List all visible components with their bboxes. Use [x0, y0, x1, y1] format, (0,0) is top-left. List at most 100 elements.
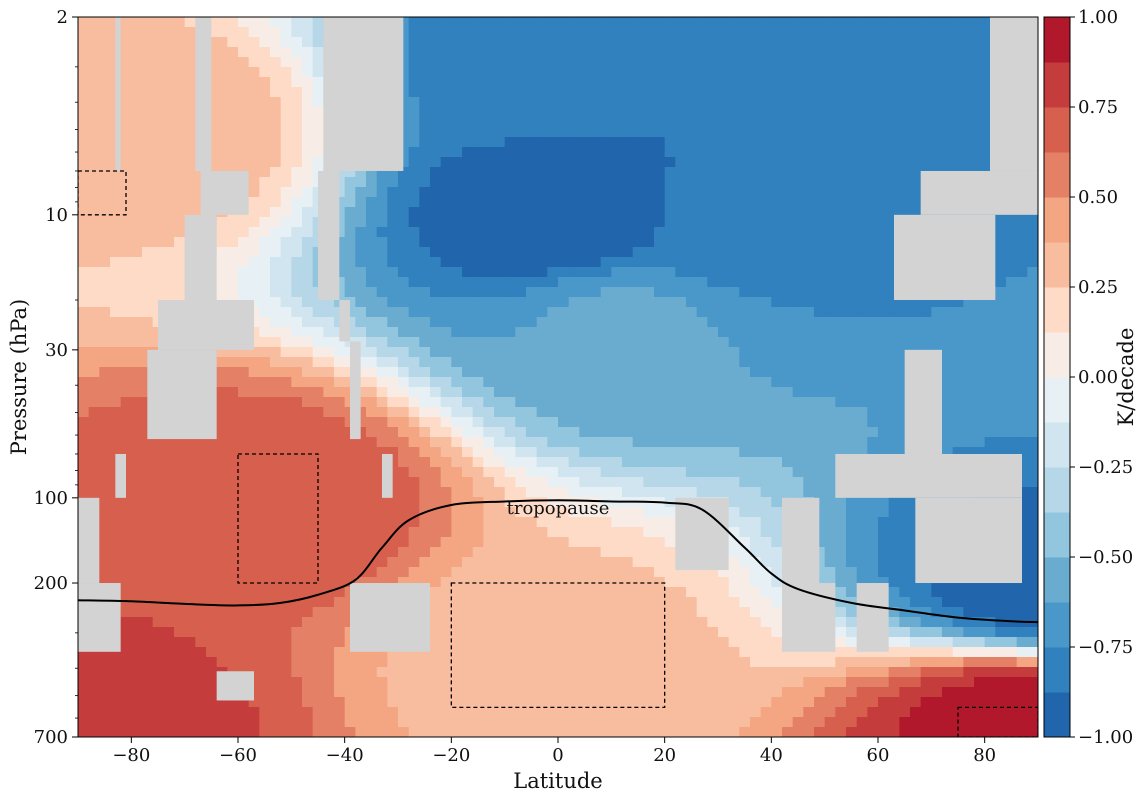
- field-cell: [120, 317, 132, 328]
- field-cell: [846, 357, 858, 368]
- field-cell: [931, 137, 943, 148]
- field-cell: [824, 437, 836, 448]
- field-cell: [675, 127, 687, 138]
- field-cell: [280, 17, 292, 28]
- field-cell: [707, 177, 719, 188]
- field-cell: [824, 197, 836, 208]
- field-cell: [366, 237, 378, 248]
- field-cell: [472, 507, 484, 518]
- field-cell: [494, 117, 506, 128]
- field-cell: [131, 387, 143, 398]
- field-cell: [174, 137, 186, 148]
- field-cell: [280, 447, 292, 458]
- field-cell: [632, 537, 644, 548]
- field-cell: [408, 427, 420, 438]
- field-cell: [515, 437, 527, 448]
- field-cell: [110, 537, 122, 548]
- field-cell: [856, 437, 868, 448]
- field-cell: [622, 137, 634, 148]
- field-cell: [440, 537, 452, 548]
- field-cell: [270, 17, 282, 28]
- field-cell: [408, 307, 420, 318]
- field-cell: [1016, 517, 1028, 528]
- field-cell: [88, 17, 100, 28]
- field-cell: [99, 507, 111, 518]
- field-cell: [526, 267, 538, 278]
- field-cell: [984, 357, 996, 368]
- field-cell: [291, 347, 303, 358]
- field-cell: [216, 277, 228, 288]
- field-cell: [440, 407, 452, 418]
- field-cell: [515, 397, 527, 408]
- field-cell: [355, 387, 367, 398]
- field-cell: [568, 457, 580, 468]
- field-cell: [750, 437, 762, 448]
- field-cell: [355, 347, 367, 358]
- field-cell: [120, 537, 132, 548]
- field-cell: [611, 487, 623, 498]
- field-cell: [920, 327, 932, 338]
- field-cell: [451, 497, 463, 508]
- field-cell: [110, 377, 122, 388]
- field-cell: [856, 507, 868, 518]
- field-cell: [824, 217, 836, 228]
- field-cell: [398, 77, 410, 88]
- field-cell: [579, 327, 591, 338]
- field-cell: [280, 97, 292, 108]
- field-cell: [398, 337, 410, 348]
- field-cell: [408, 37, 420, 48]
- field-cell: [440, 187, 452, 198]
- field-cell: [462, 197, 474, 208]
- field-cell: [856, 107, 868, 118]
- field-cell: [472, 557, 484, 568]
- field-cell: [430, 197, 442, 208]
- field-cell: [803, 367, 815, 378]
- field-cell: [782, 317, 794, 328]
- field-cell: [920, 87, 932, 98]
- field-cell: [280, 567, 292, 578]
- field-cell: [419, 467, 431, 478]
- field-cell: [600, 77, 612, 88]
- field-cell: [750, 37, 762, 48]
- field-cell: [707, 307, 719, 318]
- field-cell: [440, 467, 452, 478]
- field-cell: [558, 187, 570, 198]
- field-cell: [248, 537, 260, 548]
- field-cell: [504, 437, 516, 448]
- field-cell: [366, 397, 378, 408]
- field-cell: [974, 87, 986, 98]
- field-cell: [398, 187, 410, 198]
- field-cell: [867, 187, 879, 198]
- field-cell: [707, 37, 719, 48]
- field-cell: [718, 407, 730, 418]
- field-cell: [408, 127, 420, 138]
- field-cell: [270, 177, 282, 188]
- field-cell: [814, 467, 826, 478]
- field-cell: [536, 517, 548, 528]
- field-cell: [216, 547, 228, 558]
- field-cell: [622, 387, 634, 398]
- field-cell: [206, 497, 218, 508]
- field-cell: [291, 177, 303, 188]
- field-cell: [78, 337, 90, 348]
- field-cell: [366, 257, 378, 268]
- field-cell: [451, 567, 463, 578]
- field-cell: [846, 427, 858, 438]
- field-cell: [526, 487, 538, 498]
- field-cell: [526, 377, 538, 388]
- field-cell: [238, 427, 250, 438]
- field-cell: [632, 77, 644, 88]
- field-cell: [675, 197, 687, 208]
- field-cell: [120, 127, 132, 138]
- field-cell: [323, 497, 335, 508]
- field-cell: [878, 157, 890, 168]
- field-cell: [632, 207, 644, 218]
- field-cell: [259, 297, 271, 308]
- field-cell: [696, 367, 708, 378]
- field-cell: [302, 247, 314, 258]
- field-cell: [632, 317, 644, 328]
- field-cell: [472, 447, 484, 458]
- field-cell: [856, 247, 868, 258]
- field-cell: [270, 387, 282, 398]
- field-cell: [771, 487, 783, 498]
